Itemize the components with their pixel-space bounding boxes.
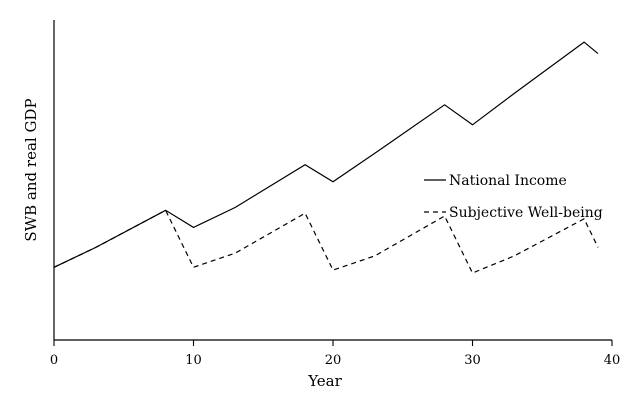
series-group [53,41,599,274]
x-tick-label: 20 [325,353,342,368]
legend-label: National Income [449,173,567,189]
x-tick-label: 0 [50,353,58,368]
x-axis-title: Year [307,372,342,390]
x-tick-label: 10 [185,353,202,368]
series-line-national-income [53,41,599,268]
y-axis-title: SWB and real GDP [22,98,40,241]
x-tick-label: 30 [464,353,481,368]
x-tick-label: 40 [604,353,621,368]
legend: National Income Subjective Well-being [424,173,603,221]
legend-label: Subjective Well-being [449,205,603,221]
x-axis-ticks: 0 10 20 30 40 [50,340,620,368]
